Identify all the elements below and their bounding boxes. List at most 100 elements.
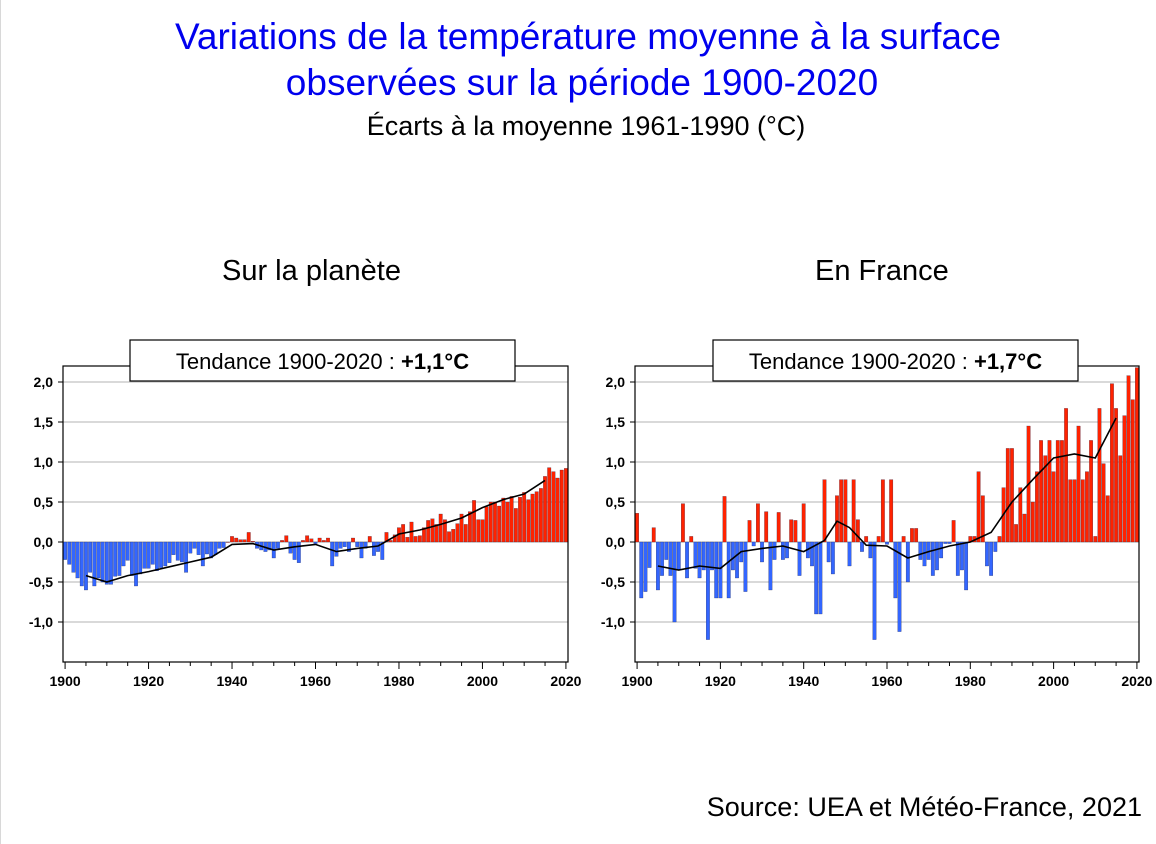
bar xyxy=(150,541,155,565)
bar xyxy=(901,536,906,543)
bar xyxy=(876,536,881,543)
bar xyxy=(797,541,802,576)
bar xyxy=(159,541,163,568)
trend-annotation-label: Tendance 1900-2020 : xyxy=(176,349,401,374)
bar xyxy=(706,541,710,640)
bar xyxy=(689,536,694,543)
bar xyxy=(1060,440,1064,543)
bar xyxy=(855,519,860,543)
bar xyxy=(760,541,764,563)
bar xyxy=(1022,513,1027,543)
bar xyxy=(443,519,447,543)
bar xyxy=(905,541,910,583)
bar xyxy=(171,541,176,555)
bar xyxy=(388,540,393,543)
bar xyxy=(284,535,289,543)
bar xyxy=(743,541,748,592)
bar xyxy=(1093,536,1098,543)
bar xyxy=(351,537,355,543)
bar xyxy=(167,541,172,563)
bar xyxy=(785,541,789,559)
bar xyxy=(839,479,844,543)
bar xyxy=(635,513,639,543)
bar xyxy=(914,528,919,543)
bar xyxy=(735,541,739,579)
bar xyxy=(1039,440,1043,543)
x-tick-label: 2020 xyxy=(550,673,581,689)
bar xyxy=(780,541,785,560)
bar xyxy=(463,524,468,543)
bar xyxy=(776,512,781,543)
bar xyxy=(413,536,418,543)
bar xyxy=(267,541,272,551)
bar xyxy=(731,541,735,571)
bar xyxy=(330,541,335,567)
bar xyxy=(505,501,510,543)
bar xyxy=(701,541,706,571)
plot-area xyxy=(63,366,568,662)
bar xyxy=(509,496,514,543)
y-tick-label: -0,5 xyxy=(29,574,53,590)
bar xyxy=(1005,448,1010,543)
bar xyxy=(764,511,769,543)
bar xyxy=(1126,375,1131,543)
bar xyxy=(522,492,527,543)
bar xyxy=(334,541,339,557)
y-tick-label: 1,5 xyxy=(606,414,626,430)
bar xyxy=(714,541,719,599)
bar xyxy=(1105,495,1110,543)
bar xyxy=(518,497,522,543)
bar xyxy=(88,541,93,573)
bar xyxy=(497,505,502,543)
bar xyxy=(426,520,431,543)
bar xyxy=(756,503,760,543)
bar xyxy=(292,541,297,560)
bar xyxy=(1010,448,1014,543)
bar xyxy=(321,540,326,543)
bar xyxy=(1055,440,1060,543)
bar xyxy=(814,541,819,615)
y-tick-label: 2,0 xyxy=(34,374,54,390)
chart-planet: -1,0 -0,5 0,0 0,5 1,0 1,5 2,0 1900 1920 1940 1960 1… xyxy=(29,339,582,689)
bar xyxy=(1035,471,1039,543)
bar xyxy=(681,503,685,543)
bar xyxy=(317,537,322,543)
bar xyxy=(543,476,547,543)
bar xyxy=(980,495,985,543)
bar xyxy=(63,541,67,560)
bar xyxy=(843,479,848,543)
bar xyxy=(889,479,894,543)
bar xyxy=(864,536,869,543)
bar xyxy=(513,508,518,543)
bar xyxy=(246,532,251,543)
bar xyxy=(747,520,752,543)
bar xyxy=(447,531,451,543)
bar xyxy=(1135,367,1139,543)
bar xyxy=(188,541,193,554)
bar xyxy=(1068,479,1073,543)
bar xyxy=(989,541,994,576)
bar xyxy=(885,541,889,545)
trend-annotation-value: +1,1°C xyxy=(401,349,469,374)
bar xyxy=(242,539,247,543)
bar xyxy=(538,488,543,543)
bar xyxy=(872,541,877,640)
bar xyxy=(964,541,969,591)
bar xyxy=(1072,479,1077,543)
bar xyxy=(305,535,310,543)
bar xyxy=(205,541,209,555)
bar xyxy=(826,541,831,563)
trend-annotation: Tendance 1900-2020 : +1,7°C xyxy=(749,349,1042,374)
bar xyxy=(976,471,981,543)
bar xyxy=(559,469,564,543)
bar xyxy=(163,541,168,567)
bar xyxy=(313,541,318,544)
bar xyxy=(693,541,698,569)
y-tick-label: -0,5 xyxy=(601,574,625,590)
bar xyxy=(100,541,105,583)
bar xyxy=(221,541,226,548)
y-tick-label: -1,0 xyxy=(601,614,625,630)
x-tick-label: 1960 xyxy=(871,673,902,689)
bar xyxy=(138,541,143,575)
trend-annotation-label: Tendance 1900-2020 : xyxy=(749,349,974,374)
